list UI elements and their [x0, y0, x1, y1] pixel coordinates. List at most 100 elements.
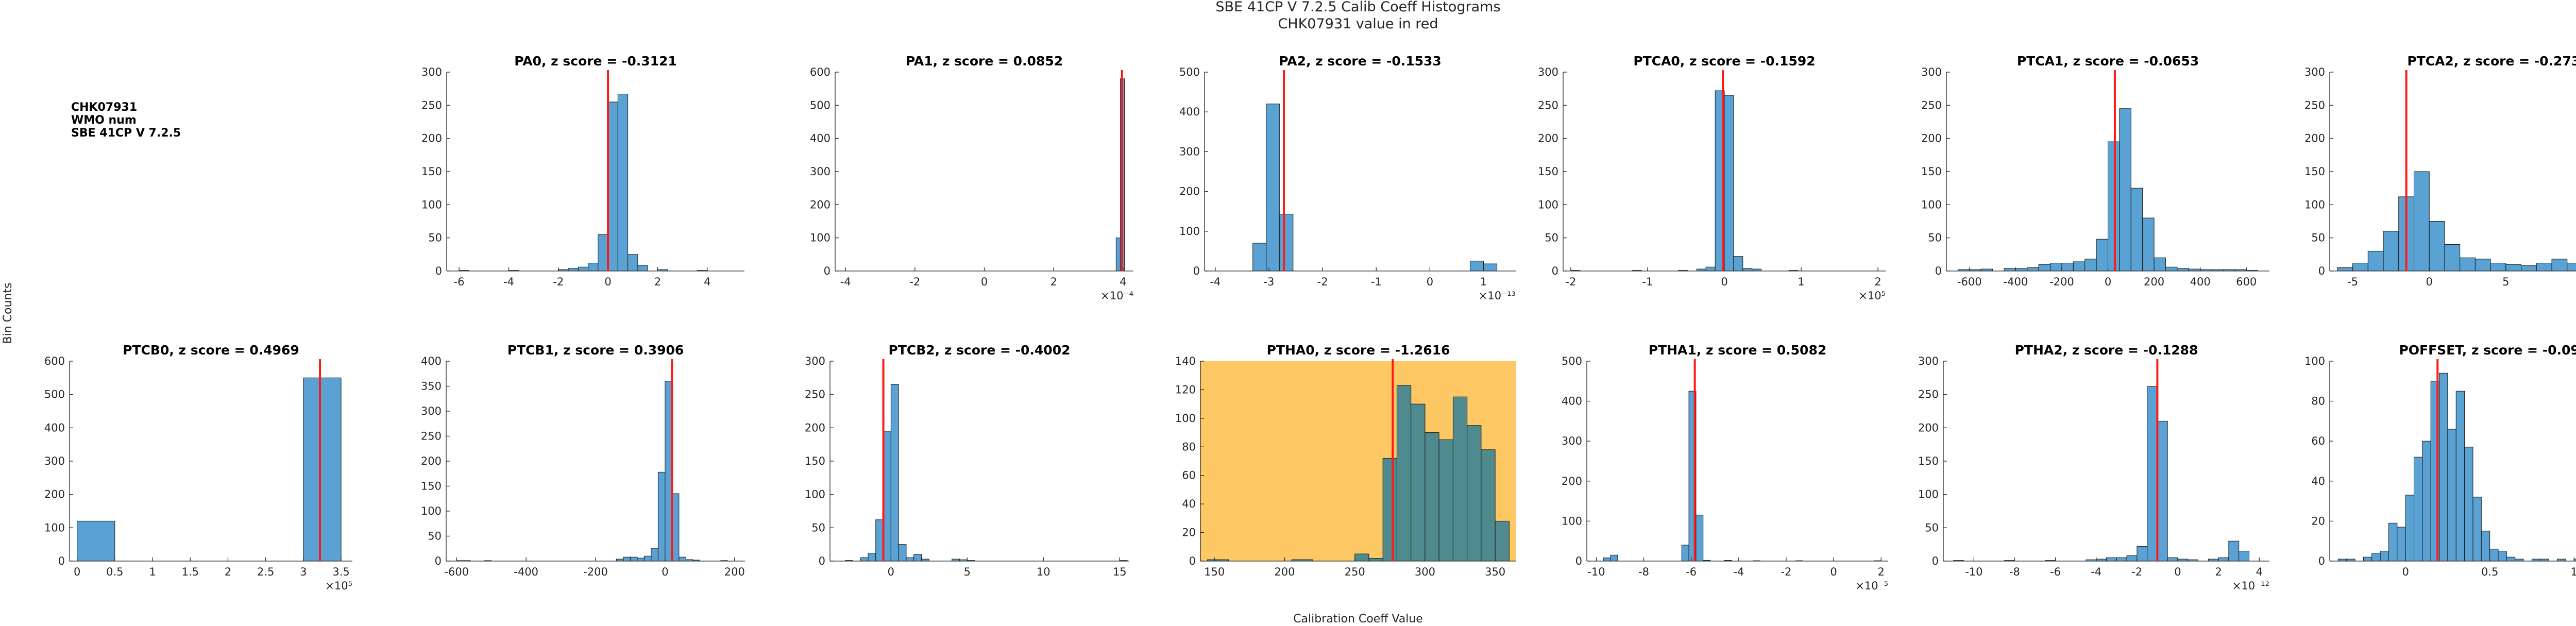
- y-tick-label: 400: [421, 355, 442, 367]
- histogram-bar: [2154, 257, 2166, 272]
- figure-title-line1: SBE 41CP V 7.2.5 Calib Coeff Histograms: [1215, 0, 1500, 15]
- y-tick-label: 300: [1538, 66, 1558, 78]
- x-tick-label: -1: [1371, 276, 1382, 288]
- panel-title: PTCB2, z score = -0.4002: [889, 343, 1071, 358]
- histogram-bar: [630, 556, 638, 562]
- panel-ptha1: PTHA1, z score = 0.5082 0 100 200 300 400 500 -…: [1562, 343, 1888, 592]
- histogram-bar: [906, 557, 914, 562]
- histogram-bar: [1452, 396, 1468, 562]
- histogram-bar: [2038, 264, 2051, 272]
- histogram-bar: [2027, 267, 2039, 272]
- y-tick-label: 100: [1921, 198, 1942, 211]
- histogram-bar: [2405, 495, 2414, 562]
- histogram-bar: [2371, 552, 2381, 562]
- histogram-bar: [860, 557, 869, 562]
- x-tick-label: -2: [1565, 276, 1576, 288]
- y-tick-label: 100: [2304, 198, 2325, 211]
- histogram-bar: [1705, 266, 1716, 272]
- x-tick-label: 0: [604, 276, 611, 288]
- x-tick-label: 0.5: [2481, 566, 2498, 578]
- y-tick-label: 400: [44, 421, 65, 434]
- x-tick-label: 250: [1345, 566, 1365, 578]
- x-tick-label: 350: [1485, 566, 1505, 578]
- y-tick-label: 400: [810, 132, 831, 145]
- x-tick-label: -200: [2049, 276, 2074, 288]
- panel-ptcb0: PTCB0, z score = 0.4969 0 100 200 300 400 500 6…: [44, 343, 352, 592]
- histogram-bar: [1266, 104, 1280, 272]
- histogram-bar: [2108, 141, 2120, 272]
- histogram-bar: [637, 557, 645, 562]
- histogram-bar: [1603, 557, 1611, 562]
- x-tick-label: 0: [888, 566, 894, 578]
- y-tick-label: 200: [421, 132, 442, 145]
- histogram-bar: [2073, 261, 2086, 272]
- x-tick-label: 400: [2190, 276, 2211, 288]
- panel-ptcb1: PTCB1, z score = 0.3906 0 50 100 150 200 250 30…: [421, 343, 745, 578]
- histogram-bar: [2481, 531, 2490, 562]
- x-tick-label: -10: [1587, 566, 1605, 578]
- y-tick-label: 200: [1562, 475, 1582, 487]
- histogram-bar: [2472, 497, 2482, 562]
- y-tick-label: 500: [1562, 355, 1582, 367]
- y-tick-label: 100: [1179, 225, 1200, 238]
- y-tick-label: 50: [1925, 521, 1939, 534]
- x-tick-label: 200: [1274, 566, 1295, 578]
- histogram-bar: [2414, 456, 2423, 562]
- y-tick-label: 500: [1179, 66, 1200, 78]
- x-tick-label: -6: [1686, 566, 1697, 578]
- x-tick-label: 0: [2174, 566, 2181, 578]
- x-axis-exponent: ×10⁻¹³: [1479, 290, 1516, 302]
- y-tick-label: 0: [824, 265, 831, 277]
- y-tick-label: 300: [810, 165, 831, 178]
- y-tick-label: 0: [2318, 555, 2325, 567]
- y-tick-label: 80: [2311, 395, 2325, 408]
- y-tick-label: 200: [1179, 185, 1200, 198]
- figure-title-line2: CHK07931 value in red: [1278, 16, 1438, 32]
- histogram-bar: [1733, 256, 1743, 272]
- panel-title: POFFSET, z score = -0.0904: [2399, 343, 2576, 358]
- histogram-bar: [1610, 554, 1618, 562]
- x-tick-label: -2: [909, 276, 920, 288]
- y-tick-label: 100: [805, 488, 825, 501]
- x-tick-label: -6: [2050, 566, 2061, 578]
- histogram-bar: [2439, 373, 2448, 562]
- x-tick-label: -400: [2004, 276, 2028, 288]
- histogram-bar: [2498, 551, 2507, 562]
- y-tick-label: 150: [1921, 165, 1942, 178]
- info-line-2: WMO num: [71, 114, 137, 127]
- x-tick-label: 1.5: [182, 566, 199, 578]
- histogram-bar: [77, 520, 115, 562]
- histogram-bar: [568, 268, 579, 272]
- y-tick-label: 0: [1932, 555, 1939, 567]
- x-tick-label: 0: [1427, 276, 1433, 288]
- histogram-bar: [2177, 268, 2189, 272]
- y-tick-label: 200: [1538, 132, 1558, 145]
- histogram-bar: [2475, 259, 2491, 272]
- x-tick-label: -1: [1642, 276, 1653, 288]
- y-tick-label: 200: [1918, 421, 1939, 434]
- histogram-bar: [1483, 263, 1498, 272]
- x-tick-label: 4: [704, 276, 710, 288]
- y-tick-label: 100: [1175, 412, 1196, 425]
- panel-ptha2: PTHA2, z score = -0.1288 0 50 100 150 200 250 3…: [1918, 343, 2269, 592]
- x-tick-label: 1: [1480, 276, 1487, 288]
- x-tick-label: 2: [1877, 566, 1884, 578]
- histogram-bar: [2414, 171, 2430, 272]
- x-tick-label: 3.5: [332, 566, 349, 578]
- panel-title: PTCB1, z score = 0.3906: [507, 343, 684, 358]
- histogram-bar: [883, 431, 891, 562]
- x-tick-label: 2: [1050, 276, 1057, 288]
- y-tick-label: 20: [1182, 527, 1196, 539]
- panel-poffset: POFFSET, z score = -0.0904 0 20 40 60 80 100 0 0…: [2304, 343, 2576, 578]
- x-tick-label: -2: [1781, 566, 1791, 578]
- y-tick-label: 100: [44, 521, 65, 534]
- histogram-bar: [2165, 266, 2178, 272]
- x-tick-label: 600: [2236, 276, 2257, 288]
- x-tick-label: -8: [2009, 566, 2020, 578]
- histogram-bar: [665, 381, 672, 562]
- histogram-bar: [2157, 420, 2168, 562]
- y-tick-label: 60: [2311, 435, 2325, 447]
- y-axis-label: Bin Counts: [2, 283, 14, 344]
- x-tick-label: 0: [981, 276, 988, 288]
- histogram-bar: [617, 93, 629, 272]
